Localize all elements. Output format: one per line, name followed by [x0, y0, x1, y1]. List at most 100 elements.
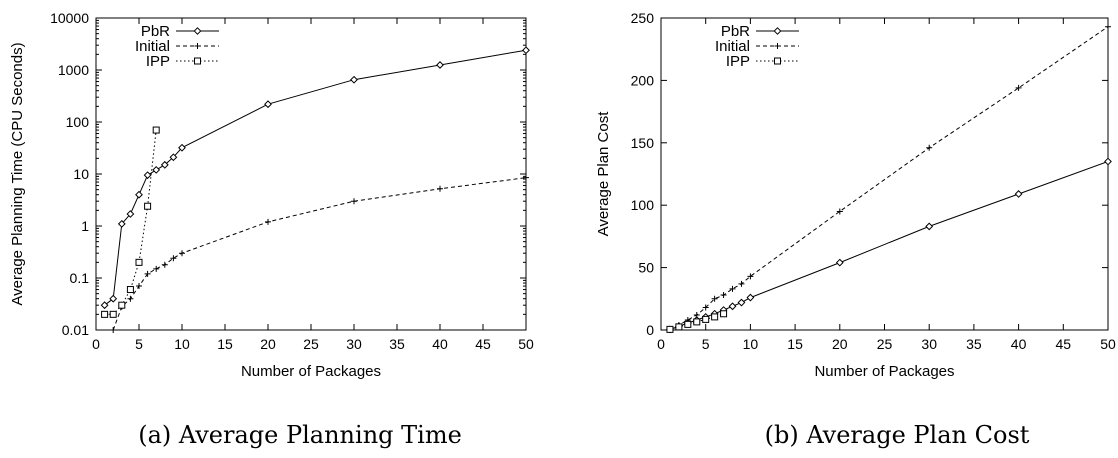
data-point-initial	[926, 144, 933, 151]
data-point-ipp	[126, 286, 134, 294]
data-point-ipp	[702, 315, 710, 323]
series-initial	[666, 23, 1111, 333]
data-point-initial	[729, 285, 736, 292]
x-axis-label: Number of Packages	[241, 363, 381, 380]
x-tick-label: 30	[921, 336, 937, 352]
data-point-pbr	[522, 46, 530, 55]
data-point-pbr	[152, 165, 161, 174]
data-point-pbr	[746, 293, 755, 302]
series-pbr	[100, 46, 530, 310]
y-tick-label: 1	[81, 218, 89, 234]
y-tick-label: 250	[631, 10, 655, 26]
x-tick-label: 10	[174, 336, 190, 352]
data-point-ipp	[109, 310, 117, 318]
data-point-pbr	[126, 210, 135, 218]
x-tick-label: 10	[743, 336, 759, 352]
y-tick-label: 100	[631, 197, 655, 213]
x-tick-label: 0	[92, 336, 100, 352]
data-point-pbr	[109, 294, 118, 303]
data-point-pbr	[728, 302, 737, 311]
legend-marker-initial	[194, 43, 201, 49]
data-point-ipp	[666, 325, 674, 333]
data-point-initial	[437, 185, 443, 192]
legend-label-ipp: IPP	[726, 53, 750, 70]
data-point-initial	[351, 198, 357, 205]
x-tick-label: 15	[787, 336, 803, 352]
x-tick-label: 50	[1100, 336, 1116, 352]
data-point-pbr	[737, 298, 746, 307]
series-ipp	[101, 126, 160, 318]
legend-label-pbr: PbR	[721, 23, 750, 40]
data-point-ipp	[711, 313, 719, 321]
data-point-pbr	[1014, 190, 1023, 198]
data-point-initial	[1015, 84, 1022, 91]
data-point-pbr	[264, 100, 272, 109]
x-tick-label: 25	[303, 336, 319, 352]
y-tick-label: 10000	[50, 10, 89, 26]
data-point-initial	[693, 312, 700, 319]
series-line-initial	[112, 177, 526, 330]
legend-label-initial: Initial	[135, 38, 170, 55]
data-point-initial	[720, 292, 727, 299]
legend-label-pbr: PbR	[141, 23, 170, 40]
y-tick-label: 10	[73, 166, 89, 182]
x-tick-label: 35	[966, 336, 982, 352]
x-tick-label: 50	[518, 336, 534, 352]
legend-marker-pbr	[773, 27, 782, 35]
data-point-ipp	[135, 258, 143, 266]
x-tick-label: 45	[1056, 336, 1072, 352]
data-point-ipp	[675, 323, 683, 331]
x-tick-label: 30	[346, 336, 362, 352]
data-point-initial	[836, 208, 843, 215]
series-line-pbr	[104, 49, 526, 306]
data-point-initial	[127, 295, 134, 302]
data-point-initial	[110, 327, 117, 333]
x-tick-label: 40	[1011, 336, 1027, 352]
data-point-initial	[144, 270, 151, 277]
legend-marker-ipp	[194, 57, 201, 65]
planning-time-chart: 0 5 10 15 20 25 30 35 40 45 50 0.01 0.1 1 10 100 1000 100…	[9, 10, 534, 449]
data-point-ipp	[720, 310, 728, 318]
data-point-ipp	[144, 202, 152, 210]
data-point-pbr	[1104, 157, 1112, 166]
data-point-pbr	[350, 75, 358, 84]
x-tick-label: 15	[217, 336, 233, 352]
data-point-ipp	[693, 318, 701, 326]
x-tick-label: 45	[475, 336, 491, 352]
data-point-pbr	[143, 171, 152, 180]
x-tick-label: 35	[389, 336, 405, 352]
series-pbr	[666, 157, 1112, 334]
y-tick-label: 0.01	[62, 322, 89, 338]
series-ipp	[666, 310, 728, 333]
x-tick-label: 25	[877, 336, 893, 352]
x-axis-label: Number of Packages	[814, 363, 954, 380]
data-point-initial	[1105, 23, 1111, 30]
data-point-initial	[153, 265, 160, 272]
data-point-initial	[523, 174, 529, 181]
legend-marker-initial	[774, 43, 781, 49]
data-point-pbr	[925, 222, 934, 231]
data-point-initial	[747, 273, 754, 280]
legend-marker-pbr	[193, 27, 202, 35]
data-point-ipp	[118, 301, 126, 309]
series-line-pbr	[669, 161, 1108, 330]
data-point-ipp	[684, 320, 692, 328]
y-tick-label: 200	[631, 72, 655, 88]
series-initial	[110, 174, 529, 333]
data-point-pbr	[117, 219, 126, 228]
legend-marker-ipp	[774, 57, 781, 65]
data-point-ipp	[152, 126, 160, 134]
data-point-pbr	[178, 143, 186, 152]
data-point-initial	[702, 304, 709, 311]
data-point-pbr	[160, 160, 169, 169]
data-point-pbr	[135, 190, 143, 199]
data-point-initial	[738, 280, 745, 287]
plan-cost-chart: 0 5 10 15 20 25 30 35 40 45 50 0 50 100 150 200 250 Numbe…	[595, 10, 1116, 449]
y-tick-label: 0.1	[70, 270, 90, 286]
y-axis-label: Average Plan Cost	[595, 111, 612, 237]
data-point-pbr	[436, 61, 444, 69]
data-point-initial	[711, 295, 718, 302]
y-tick-label: 150	[631, 135, 655, 151]
x-tick-label: 20	[260, 336, 276, 352]
